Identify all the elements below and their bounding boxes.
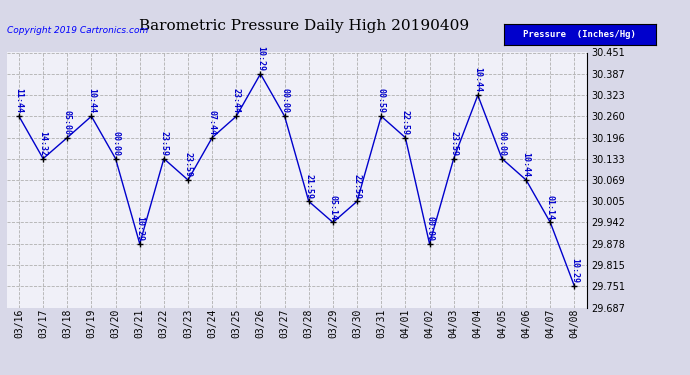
Text: 10:29: 10:29 [570, 258, 579, 284]
Text: 21:59: 21:59 [304, 174, 313, 199]
Text: 10:44: 10:44 [87, 88, 96, 114]
Text: 10:44: 10:44 [522, 152, 531, 177]
Text: 01:14: 01:14 [546, 195, 555, 220]
Text: 00:00: 00:00 [111, 131, 120, 156]
Text: 00:00: 00:00 [280, 88, 289, 114]
Text: 00:59: 00:59 [377, 88, 386, 114]
Text: 00:00: 00:00 [497, 131, 506, 156]
Text: 23:44: 23:44 [232, 88, 241, 114]
Text: 10:44: 10:44 [473, 68, 482, 93]
Text: 23:59: 23:59 [449, 131, 458, 156]
Text: 05:14: 05:14 [328, 195, 337, 220]
Text: 10:29: 10:29 [256, 46, 265, 71]
Text: 22:59: 22:59 [401, 110, 410, 135]
Text: 14:32: 14:32 [39, 131, 48, 156]
Text: 07:44: 07:44 [208, 110, 217, 135]
Text: 05:00: 05:00 [63, 110, 72, 135]
Text: Pressure  (Inches/Hg): Pressure (Inches/Hg) [523, 30, 636, 39]
Text: 22:59: 22:59 [353, 174, 362, 199]
Text: Barometric Pressure Daily High 20190409: Barometric Pressure Daily High 20190409 [139, 19, 469, 33]
Text: 23:59: 23:59 [159, 131, 168, 156]
Text: 00:00: 00:00 [425, 216, 434, 241]
Text: Copyright 2019 Cartronics.com: Copyright 2019 Cartronics.com [7, 26, 148, 35]
Text: 23:59: 23:59 [184, 152, 193, 177]
Text: 10:29: 10:29 [135, 216, 144, 241]
Text: 11:44: 11:44 [14, 88, 23, 114]
